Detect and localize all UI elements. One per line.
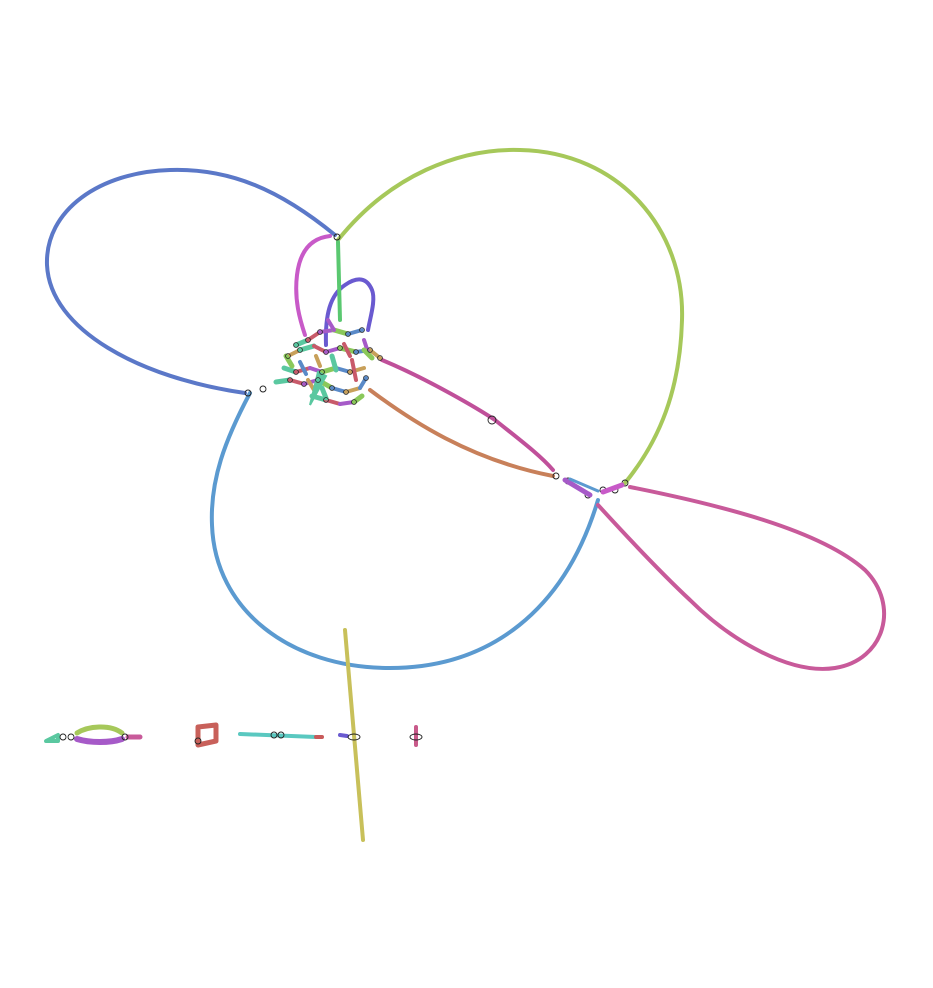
small-component-5 [409, 725, 423, 747]
segment-loop-upper-right [336, 147, 685, 485]
segment-stem-green [336, 240, 342, 322]
node-junction [270, 731, 278, 739]
segment-connector-orange [368, 388, 555, 478]
tangle-segment [350, 358, 358, 382]
node-junction [363, 375, 369, 381]
node-junction [359, 327, 365, 333]
node-junction [367, 347, 373, 353]
tangle-segment [351, 393, 365, 405]
tangle-segment [342, 342, 352, 358]
node-junction [317, 329, 323, 335]
node-junction [293, 342, 299, 348]
segment-loop-bottom [209, 391, 600, 670]
node-junction [329, 385, 335, 391]
small-component-3 [238, 731, 324, 739]
segment-right-junction-purple [562, 477, 593, 498]
node-junction [347, 369, 353, 375]
segment-loop-upper-left [44, 167, 337, 395]
segment-isolated-long [343, 628, 365, 842]
node-junction [297, 347, 303, 353]
node-junction [293, 369, 299, 375]
node-junction [305, 337, 311, 343]
node-junction [351, 399, 357, 405]
node-junction [343, 389, 349, 395]
segment-right-junction-violet [600, 482, 625, 495]
component-2-red-loop [195, 722, 219, 748]
node-junction [323, 397, 329, 403]
node-junction [377, 355, 383, 361]
node-junction [277, 731, 285, 739]
component-4-violet-stub [338, 733, 349, 738]
node-junction [333, 233, 341, 241]
node-junction [337, 345, 343, 351]
small-component-4 [338, 733, 361, 741]
node-junction [244, 389, 252, 397]
tangle-segment [361, 347, 375, 361]
node-junction [301, 381, 307, 387]
node-junction [67, 733, 75, 741]
tangle-segment [298, 360, 308, 376]
node-junction [487, 415, 497, 425]
node-junction [285, 353, 291, 359]
tangle-segment [319, 385, 329, 401]
node-junction [194, 737, 202, 745]
node-junction [287, 377, 293, 383]
tangle-segment [309, 370, 328, 406]
segment-hairpin-pink [294, 234, 332, 337]
tangle-segment [314, 354, 322, 368]
tangle-segment [326, 318, 336, 332]
node-junction [59, 733, 67, 741]
small-component-2 [194, 722, 219, 748]
component-1-green-arc [74, 724, 125, 736]
node-junction [345, 331, 351, 337]
tangle-segment [306, 378, 316, 392]
node-junction [347, 733, 361, 741]
tangle-segment [358, 376, 368, 390]
node-junction [259, 385, 267, 393]
node-junction [552, 472, 560, 480]
component-1-purple-arc [74, 736, 125, 745]
component-1-teal-segment [44, 733, 60, 743]
tangle-cluster [273, 318, 383, 406]
segment-right-junction-blue [568, 477, 600, 493]
segment-loop-right [596, 485, 887, 671]
node-junction [353, 349, 359, 355]
node-junction [409, 733, 423, 741]
node-junction [319, 369, 325, 375]
tangle-segment [329, 353, 339, 373]
node-junction [121, 733, 129, 741]
node-junction [323, 349, 329, 355]
small-component-1 [44, 724, 143, 745]
segment-connector-magenta [380, 358, 555, 472]
node-junction [315, 377, 321, 383]
segment-hairpin-violet [323, 277, 376, 347]
tangle-segment [283, 353, 295, 369]
